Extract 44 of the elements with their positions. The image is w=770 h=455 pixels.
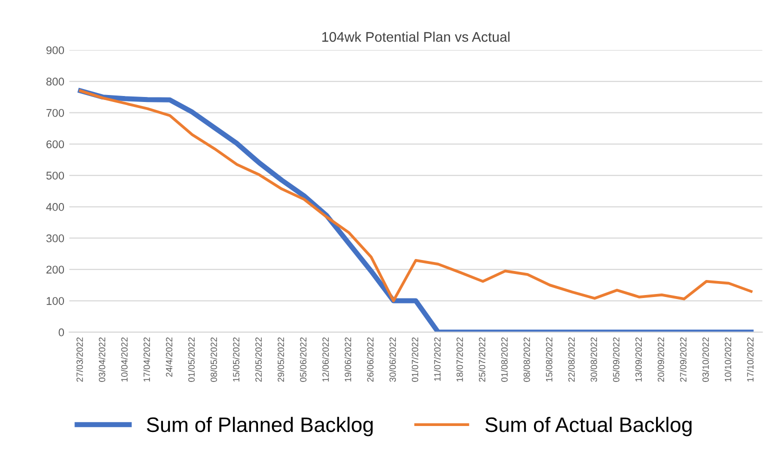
- x-tick-label: 25/07/2022: [478, 337, 486, 382]
- x-tick-label: 18/07/2022: [456, 337, 463, 382]
- y-tick-label: 700: [46, 109, 64, 117]
- x-tick-label: 20/09/2022: [657, 337, 664, 382]
- x-tick-label: 08/05/2022: [210, 337, 218, 382]
- x-tick-label: 01/05/2022: [188, 337, 195, 382]
- x-tick-label: 19/06/2022: [344, 337, 352, 382]
- x-tick-label: 26/06/2022: [366, 337, 374, 382]
- x-tick-label: 05/09/2022: [612, 337, 620, 382]
- x-tick-label: 08/08/2022: [523, 337, 530, 382]
- y-tick-label: 400: [46, 203, 64, 211]
- x-tick-label: 17/10/2022: [746, 337, 754, 382]
- legend-label: Sum of Actual Backlog: [485, 416, 692, 436]
- x-tick-label: 10/10/2022: [724, 337, 732, 382]
- x-tick-label: 05/06/2022: [300, 337, 306, 382]
- x-tick-label: 22/08/2022: [568, 337, 575, 382]
- y-tick-label: 900: [46, 46, 64, 54]
- x-tick-label: 27/09/2022: [680, 337, 686, 382]
- x-tick-label: 22/05/2022: [255, 337, 262, 382]
- y-tick-label: 500: [46, 172, 64, 180]
- legend-label: Sum of Planned Backlog: [146, 416, 373, 436]
- chart-title: 104wk Potential Plan vs Actual: [322, 32, 510, 42]
- x-tick-label: 27/03/2022: [76, 337, 83, 382]
- x-tick-label: 17/04/2022: [143, 337, 150, 382]
- x-tick-label: 03/10/2022: [702, 337, 709, 382]
- x-tick-label: 03/04/2022: [98, 337, 106, 382]
- x-tick-label: 10/04/2022: [120, 337, 128, 382]
- x-tick-label: 01/08/2022: [501, 337, 508, 382]
- x-tick-label: 29/05/2022: [277, 337, 284, 382]
- y-tick-label: 600: [46, 140, 64, 148]
- y-tick-label: 300: [46, 234, 64, 242]
- y-tick-label: 200: [46, 266, 64, 274]
- y-tick-label: 100: [46, 297, 64, 305]
- x-tick-label: 15/05/2022: [232, 337, 240, 382]
- x-tick-label: 24/4/2022: [166, 337, 172, 377]
- y-tick-label: 800: [46, 78, 64, 86]
- y-tick-label: 0: [58, 328, 64, 336]
- x-tick-label: 13/09/2022: [635, 337, 642, 382]
- x-tick-label: 30/08/2022: [590, 337, 598, 382]
- x-tick-label: 11/07/2022: [434, 337, 441, 381]
- x-tick-label: 15/08/2022: [546, 337, 552, 382]
- x-tick-label: 12/06/2022: [322, 337, 329, 382]
- x-tick-label: 01/07/2022: [412, 337, 418, 382]
- x-tick-label: 30/06/2022: [389, 337, 396, 382]
